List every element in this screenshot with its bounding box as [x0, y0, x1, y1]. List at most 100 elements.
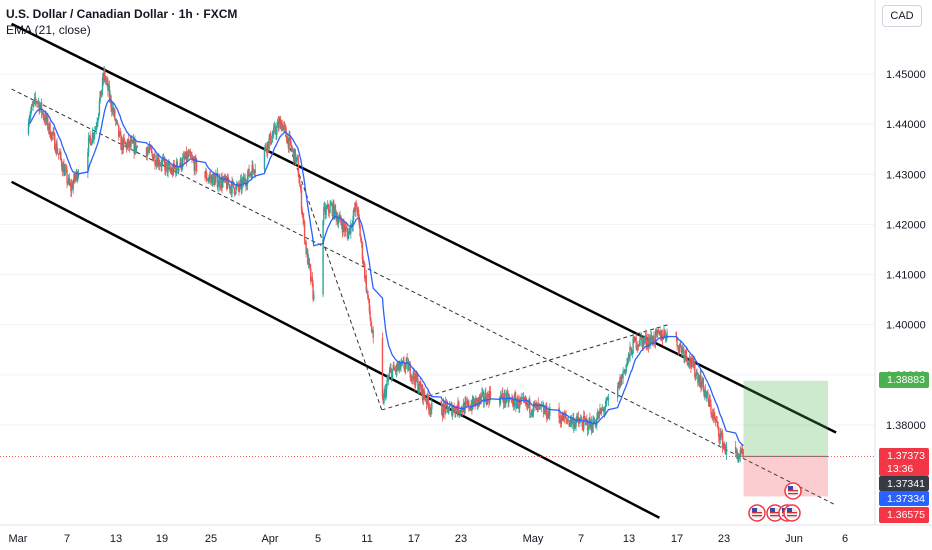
candle-body — [654, 330, 657, 343]
candle-body — [683, 350, 685, 359]
candle-body — [527, 402, 529, 406]
bid-price-tag: 1.37341 — [879, 476, 929, 491]
candle-body — [632, 338, 634, 354]
candle-body — [705, 394, 708, 398]
candle-body — [735, 450, 738, 453]
time-tick-label: Mar — [9, 533, 28, 545]
candle-body — [286, 136, 288, 144]
candle-body — [679, 344, 681, 346]
time-axis[interactable]: Mar 7 13 19 25 Apr 5 11 17 23 May 7 13 17 23 Jun 6 — [0, 524, 932, 545]
candle-body — [121, 139, 123, 150]
candle-body — [396, 364, 398, 370]
candle-body — [647, 339, 649, 346]
candle-body — [346, 228, 348, 233]
chart-legend: U.S. Dollar / Canadian Dollar · 1h · FXC… — [6, 6, 237, 38]
candle-body — [219, 186, 222, 188]
candle-body — [605, 399, 607, 407]
candle-body — [391, 369, 393, 379]
candle-body — [512, 399, 514, 406]
candle-body — [278, 120, 280, 129]
candle-body — [381, 337, 384, 398]
candle-body — [421, 385, 423, 393]
candle-body — [626, 363, 628, 366]
candle-body — [65, 168, 67, 170]
candle-body — [721, 432, 724, 449]
candle-body — [660, 330, 662, 341]
candle-body — [519, 398, 522, 401]
candle-body — [625, 365, 627, 373]
candle-body — [204, 171, 206, 178]
candle-body — [711, 413, 714, 419]
candle-body — [215, 175, 217, 178]
candle-body — [213, 176, 216, 185]
candle-body — [236, 185, 238, 186]
us-event-flag-icon[interactable] — [748, 504, 766, 522]
candle-body — [361, 242, 364, 260]
candle-body — [576, 415, 579, 418]
candle-body — [512, 405, 515, 407]
candle-body — [118, 125, 120, 137]
candle-body — [54, 133, 56, 150]
candle-body — [270, 141, 273, 144]
candle-body — [592, 418, 594, 432]
us-event-flag-icon[interactable] — [784, 482, 802, 500]
candle-body — [64, 168, 67, 170]
candle-body — [127, 139, 129, 144]
candle-body — [641, 339, 644, 348]
candle-body — [664, 333, 667, 339]
candle-body — [269, 133, 271, 139]
candle-body — [113, 109, 115, 114]
candle-body — [116, 120, 118, 123]
long-position-tool[interactable] — [0, 380, 875, 497]
indicator-label[interactable]: EMA (21, close) — [6, 23, 91, 37]
time-tick-label: 7 — [64, 533, 70, 545]
candle-body — [643, 339, 646, 342]
candle-body — [448, 405, 451, 411]
candle-body — [621, 374, 624, 379]
candle-body — [76, 171, 78, 181]
candle-body — [394, 369, 396, 371]
time-tick-label: 17 — [671, 533, 683, 545]
candle-body — [640, 337, 642, 339]
candle-body — [312, 283, 314, 300]
candle-body — [160, 164, 162, 167]
candle-body — [364, 263, 366, 279]
candle-body — [112, 107, 115, 114]
candle-body — [242, 177, 244, 182]
candle-body — [428, 408, 431, 410]
candle-body — [276, 126, 278, 135]
candle-body — [532, 411, 534, 414]
symbol-title[interactable]: U.S. Dollar / Canadian Dollar · 1h · FXC… — [6, 7, 238, 21]
candle-body — [707, 392, 709, 399]
candle-body — [392, 365, 394, 370]
candle-body — [542, 405, 545, 414]
price-tick-label: 1.44000 — [886, 119, 926, 131]
candle-body — [62, 164, 64, 173]
candle-body — [280, 123, 283, 130]
currency-button[interactable]: CAD — [882, 5, 922, 27]
candle-body — [290, 144, 293, 150]
candle-body — [666, 332, 668, 339]
time-tick-label: Jun — [785, 533, 803, 545]
ema-line — [28, 98, 744, 447]
candle-body — [268, 138, 270, 149]
candle-body — [269, 133, 272, 144]
candle-body — [391, 369, 394, 379]
candle-body — [587, 429, 590, 431]
candle-body — [588, 418, 590, 430]
candle-body — [426, 393, 428, 405]
candle-body — [187, 154, 189, 157]
candle-body — [231, 180, 233, 194]
candle-body — [452, 406, 455, 411]
economic-events[interactable] — [748, 482, 802, 522]
candle-body — [370, 318, 372, 327]
candle-body — [596, 417, 598, 425]
price-axis[interactable]: 1.45000 1.44000 1.43000 1.42000 1.41000 1.400… — [874, 0, 926, 525]
candle-body — [684, 356, 686, 359]
candle-body — [360, 236, 362, 241]
candle-body — [649, 338, 651, 344]
candle-body — [313, 294, 315, 300]
us-event-flag-icon[interactable] — [783, 504, 801, 522]
candle-body — [29, 115, 31, 120]
